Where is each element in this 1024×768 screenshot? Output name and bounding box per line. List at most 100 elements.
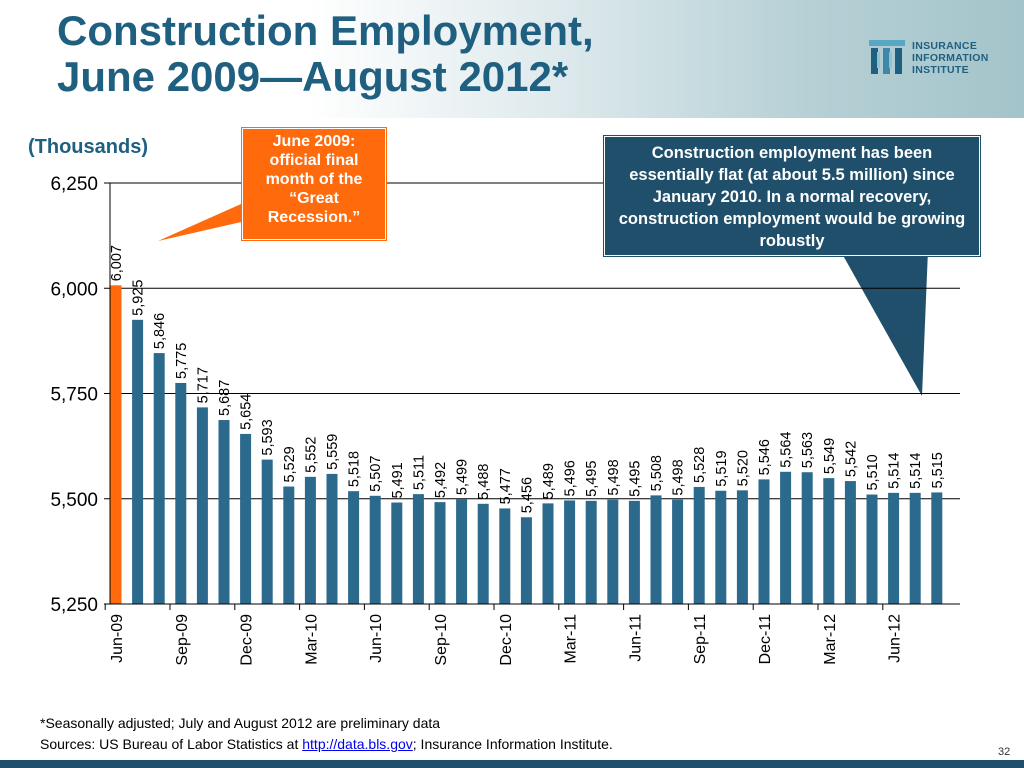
bar-value-label: 5,489 (541, 463, 557, 499)
bar (844, 481, 856, 604)
bar-value-label: 5,491 (390, 462, 406, 498)
bar (931, 492, 943, 604)
y-tick-label: 5,750 (50, 385, 98, 406)
x-tick-label: Jun-10 (368, 614, 385, 663)
bar-value-label: 5,687 (217, 380, 233, 416)
bar-value-label: 5,488 (476, 464, 492, 500)
iii-logo-text: INSURANCE INFORMATION INSTITUTE (912, 40, 989, 76)
bar-value-label: 5,515 (930, 452, 946, 488)
x-tick-label: Dec-09 (239, 614, 256, 666)
bar-value-label: 5,496 (563, 460, 579, 496)
bar (240, 433, 252, 604)
y-tick-label: 5,250 (50, 595, 98, 616)
bar (283, 486, 295, 604)
x-tick-label: Jun-09 (109, 614, 126, 663)
bar-value-label: 5,549 (822, 438, 838, 474)
x-tick-label: Dec-11 (757, 614, 774, 664)
bar-value-label: 5,495 (584, 461, 600, 497)
bar (477, 503, 489, 604)
bar-value-label: 5,528 (692, 447, 708, 483)
bar-value-label: 5,546 (757, 439, 773, 475)
header-band (0, 0, 1024, 118)
bar (585, 500, 597, 604)
footnote: *Seasonally adjusted; July and August 20… (40, 715, 441, 731)
bar (304, 476, 316, 604)
bar (369, 495, 381, 604)
bar-value-label: 5,456 (519, 477, 535, 513)
bar (196, 407, 208, 604)
bar-value-label: 5,499 (455, 459, 471, 495)
y-tick-label: 6,000 (50, 279, 98, 300)
recession-callout: June 2009: official final month of the “… (242, 128, 386, 240)
bar (780, 471, 792, 604)
bar (542, 503, 554, 604)
bar (348, 491, 360, 604)
bar (520, 517, 532, 604)
bar (132, 319, 144, 604)
bar-value-label: 5,529 (282, 446, 298, 482)
bottom-bar (0, 760, 1024, 768)
logo-line-1: INSURANCE (912, 40, 978, 52)
bar (650, 495, 662, 604)
y-tick-label: 6,250 (50, 174, 98, 195)
bar (607, 499, 619, 604)
bar (823, 478, 835, 604)
x-tick-label: Mar-12 (822, 614, 839, 665)
bar-value-label: 5,511 (411, 455, 427, 490)
bar (801, 472, 813, 604)
bar-value-label: 5,492 (433, 462, 449, 498)
x-tick-label: Mar-10 (303, 614, 320, 665)
x-tick-label: Jun-11 (627, 614, 644, 662)
bar (888, 492, 900, 604)
bar (434, 502, 446, 604)
flat-employment-callout: Construction employment has been essenti… (604, 136, 980, 256)
bar (261, 459, 273, 604)
bar-value-label: 5,925 (131, 280, 147, 316)
bar-value-label: 5,654 (239, 394, 255, 430)
bar (693, 486, 705, 604)
bar (736, 490, 748, 604)
bar (153, 353, 165, 604)
bar-value-label: 5,495 (627, 461, 643, 497)
bar (110, 285, 122, 604)
bar-value-label: 5,514 (887, 453, 903, 489)
bar-value-label: 6,007 (109, 245, 125, 281)
bar (499, 508, 511, 604)
slide-title: Construction Employment, June 2009—Augus… (57, 8, 594, 100)
bar-value-label: 5,564 (779, 432, 795, 468)
bar (564, 500, 576, 604)
iii-logo-icon (869, 40, 905, 74)
bar (412, 494, 424, 604)
bar (672, 499, 684, 604)
bar-value-label: 5,498 (671, 459, 687, 495)
bls-link[interactable]: http://data.bls.gov (302, 736, 413, 752)
bar (218, 420, 230, 604)
iii-logo: INSURANCE INFORMATION INSTITUTE (868, 38, 1018, 78)
bar-value-label: 5,518 (347, 451, 363, 487)
bar-value-label: 5,563 (800, 432, 816, 468)
x-tick-label: Jun-12 (887, 614, 904, 663)
bar (866, 494, 878, 604)
bar-value-label: 5,507 (368, 456, 384, 492)
x-tick-label: Mar-11 (563, 614, 580, 664)
sources-line: Sources: US Bureau of Labor Statistics a… (40, 736, 613, 752)
x-tick-label: Dec-10 (498, 614, 515, 666)
sources-suffix: ; Insurance Information Institute. (412, 736, 613, 752)
bar (715, 490, 727, 604)
logo-line-3: INSTITUTE (912, 64, 969, 76)
bar-value-label: 5,498 (606, 459, 622, 495)
x-tick-label: Sep-11 (692, 614, 709, 665)
bar (909, 492, 921, 604)
orange-callout-pointer (158, 200, 250, 241)
x-tick-label: Sep-09 (174, 614, 191, 666)
bar-value-label: 5,846 (152, 313, 168, 349)
page-number: 32 (998, 746, 1011, 758)
sources-prefix: Sources: US Bureau of Labor Statistics a… (40, 736, 303, 752)
bar-value-label: 5,514 (908, 453, 924, 489)
title-line-2: June 2009—August 2012* (57, 53, 569, 100)
bar-value-label: 5,552 (303, 437, 319, 473)
units-label: (Thousands) (28, 136, 148, 158)
title-line-1: Construction Employment, (57, 7, 594, 54)
bar-value-label: 5,508 (649, 455, 665, 491)
x-tick-label: Sep-10 (433, 614, 450, 666)
